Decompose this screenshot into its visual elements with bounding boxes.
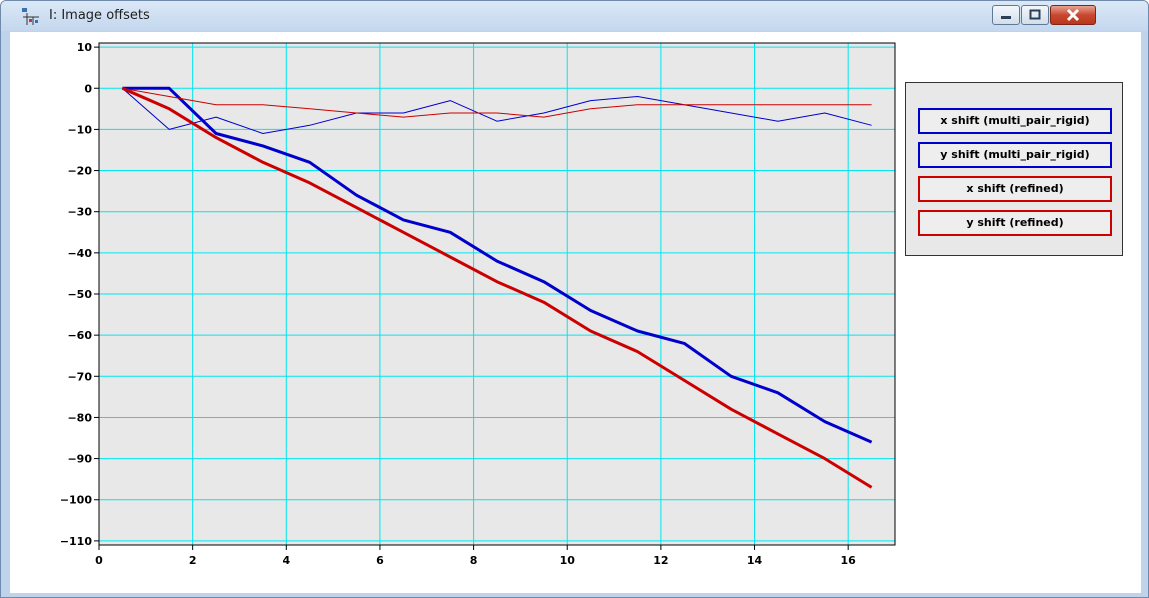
series-line-x-shift-multi-pair-rigid	[122, 87, 872, 134]
y-tick-label: −30	[67, 206, 92, 219]
x-tick-label: 0	[95, 554, 103, 567]
close-button[interactable]	[1050, 5, 1096, 25]
x-tick-label: 6	[376, 554, 384, 567]
x-tick-label: 2	[189, 554, 197, 567]
x-tick-label: 8	[470, 554, 478, 567]
client-area: 0 2 4 6 8 10 12 14 16 10 0 −10 −20 −30 −40 −50 −60 −70 −80…	[10, 32, 1141, 593]
y-tick-label: −80	[67, 411, 92, 424]
y-tick-label: −40	[67, 247, 92, 260]
legend-item-y-shift-refined[interactable]: y shift (refined)	[918, 210, 1112, 236]
y-tick-label: −50	[67, 288, 92, 301]
chart-legend: x shift (multi_pair_rigid) y shift (mult…	[905, 82, 1123, 256]
window-title: I: Image offsets	[49, 8, 150, 23]
x-tick-label: 14	[747, 554, 763, 567]
y-tick-label: −100	[60, 494, 93, 507]
y-tick-label: −20	[67, 165, 92, 178]
x-tick-label: 12	[653, 554, 668, 567]
maximize-icon	[1029, 9, 1041, 20]
y-tick-label: −60	[67, 329, 92, 342]
maximize-button[interactable]	[1021, 5, 1049, 25]
y-tick-label: −90	[67, 453, 92, 466]
line-chart: 0 2 4 6 8 10 12 14 16 10 0 −10 −20 −30 −40 −50 −60 −70 −80…	[60, 41, 896, 567]
close-icon	[1066, 8, 1080, 22]
y-tick-label: −110	[60, 535, 93, 548]
y-tick-label: 0	[84, 82, 92, 95]
y-tick-label: 10	[77, 41, 93, 54]
minimize-icon	[1001, 16, 1011, 19]
y-tick-label: −70	[67, 370, 92, 383]
x-tick-label: 16	[841, 554, 857, 567]
x-tick-label: 4	[282, 554, 290, 567]
title-bar[interactable]: I: Image offsets	[1, 1, 1148, 31]
series-line-x-shift-refined	[122, 87, 872, 118]
legend-item-x-shift-refined[interactable]: x shift (refined)	[918, 176, 1112, 202]
legend-item-y-shift-multi-pair-rigid[interactable]: y shift (multi_pair_rigid)	[918, 142, 1112, 168]
minimize-button[interactable]	[992, 5, 1020, 25]
legend-item-x-shift-multi-pair-rigid[interactable]: x shift (multi_pair_rigid)	[918, 108, 1112, 134]
x-tick-label: 10	[560, 554, 576, 567]
series-line-y-shift-multi-pair-rigid	[122, 86, 873, 444]
series-line-y-shift-refined	[121, 86, 873, 489]
plot-window-icon	[22, 8, 39, 25]
y-tick-label: −10	[67, 123, 92, 136]
